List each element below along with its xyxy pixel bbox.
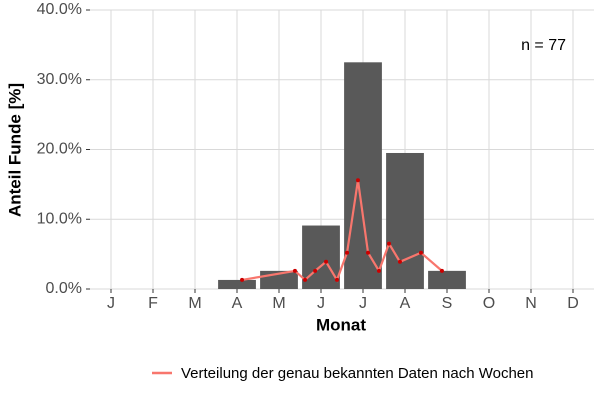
- x-tick-label: D: [567, 295, 579, 312]
- legend-label: Verteilung der genau bekannten Daten nac…: [181, 365, 534, 382]
- line-point: [418, 250, 423, 255]
- x-tick-label: A: [232, 295, 243, 312]
- x-tick-label: F: [148, 295, 158, 312]
- x-axis-label: Monat: [316, 315, 366, 334]
- annotation: n = 77: [521, 37, 566, 54]
- line-point: [303, 277, 308, 282]
- x-tick-label: J: [317, 295, 325, 312]
- line-point: [334, 277, 339, 282]
- x-tick-label: A: [400, 295, 411, 312]
- x-tick-label: M: [272, 295, 285, 312]
- bar: [386, 152, 424, 289]
- bar: [428, 270, 466, 289]
- y-tick-label: 30.0%: [37, 71, 82, 88]
- bar: [218, 279, 256, 289]
- x-tick-label: N: [525, 295, 537, 312]
- line-point: [439, 268, 444, 273]
- x-tick-label: J: [107, 295, 115, 312]
- line-point: [313, 268, 318, 273]
- line: [241, 180, 443, 283]
- x-tick-label: M: [188, 295, 201, 312]
- line-point: [376, 268, 381, 273]
- x-tick-label: S: [442, 295, 453, 312]
- y-axis-label: Anteil Funde [%]: [5, 83, 24, 217]
- bar: [302, 225, 340, 289]
- line-point: [324, 259, 329, 264]
- bar: [344, 62, 382, 289]
- y-tick-label: 0.0%: [46, 280, 82, 297]
- line-point: [240, 277, 245, 282]
- x-tick-label: O: [483, 295, 495, 312]
- y-tick-label: 20.0%: [37, 141, 82, 158]
- y-tick-label: 10.0%: [37, 210, 82, 227]
- line-point: [292, 268, 297, 273]
- line-point: [397, 259, 402, 264]
- line-point: [345, 250, 350, 255]
- line-point: [355, 178, 360, 183]
- line-point: [387, 241, 392, 246]
- y-tick-label: 40.0%: [37, 1, 82, 18]
- line-point: [366, 250, 371, 255]
- x-tick-label: J: [359, 295, 367, 312]
